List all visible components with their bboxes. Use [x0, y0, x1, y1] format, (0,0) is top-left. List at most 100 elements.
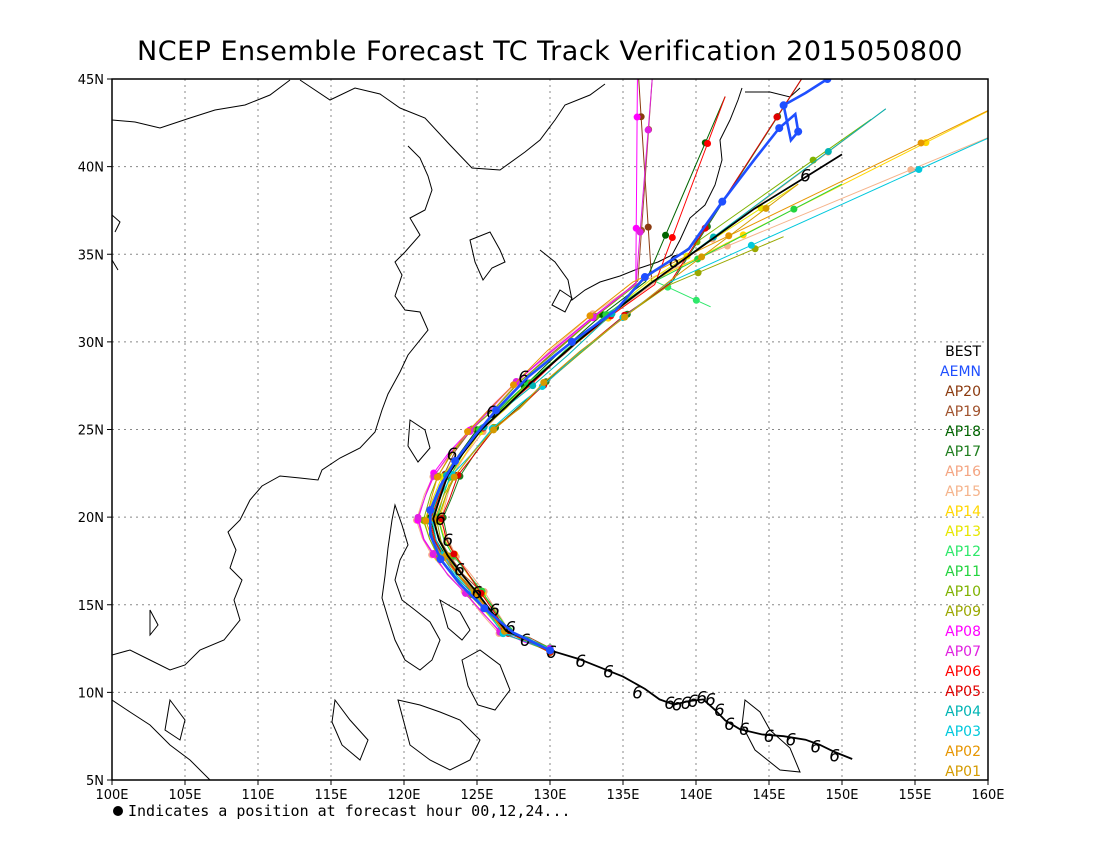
typhoon-symbol: 6 [435, 510, 446, 530]
y-tick-label: 35N [78, 248, 104, 263]
legend-item-ap19: AP19 [945, 404, 981, 420]
typhoon-symbol: 6 [486, 403, 497, 423]
typhoon-symbol: 6 [724, 715, 735, 735]
legend: BEST AEMN AP20 AP19 AP18 AP17 AP16 AP15 AP14 AP13… [940, 344, 981, 780]
track-point-ap01 [490, 426, 498, 434]
track-point-ap04 [824, 148, 832, 156]
legend-item-ap13: AP13 [945, 524, 981, 540]
track-line-ap05 [440, 79, 803, 653]
aemn-track-point [436, 555, 445, 564]
track-point-ap15 [907, 166, 915, 174]
typhoon-symbol: 6 [669, 252, 680, 272]
footnote-dot [113, 806, 123, 816]
track-point-ap09 [694, 269, 702, 277]
track-point-ap07 [636, 228, 644, 236]
y-tick-label: 10N [78, 686, 104, 701]
y-tick-label: 30N [78, 336, 104, 351]
typhoon-symbol: 6 [764, 727, 775, 747]
typhoon-symbol: 6 [632, 683, 643, 703]
aemn-track [426, 79, 832, 655]
track-point-ap02 [433, 473, 441, 481]
typhoon-symbol: 6 [680, 694, 691, 714]
track-point-ap05 [437, 515, 445, 523]
track-point-ap01 [500, 627, 508, 635]
typhoon-symbol: 6 [518, 368, 529, 388]
track-line-ap19 [431, 79, 653, 649]
y-tick-label: 20N [78, 511, 104, 526]
track-point-ap01 [540, 378, 548, 386]
y-tick-label: 15N [78, 599, 104, 614]
aemn-track-point [640, 273, 649, 282]
track-line-ap18 [429, 96, 726, 653]
track-point-ap03 [747, 241, 755, 249]
track-line-ap01 [434, 183, 799, 652]
x-tick-label: 100E [95, 788, 128, 803]
typhoon-symbol: 6 [785, 731, 796, 751]
legend-item-ap12: AP12 [945, 544, 981, 560]
track-point-ap04 [529, 382, 537, 390]
track-point-ap07 [429, 549, 437, 557]
legend-item-ap08: AP08 [945, 624, 981, 640]
track-point-ap07 [414, 513, 422, 521]
coastline-map [112, 79, 801, 780]
aemn-track-point [779, 101, 788, 110]
x-tick-label: 145E [752, 788, 785, 803]
track-point-ap01 [621, 313, 629, 321]
track-line-ap17 [442, 79, 803, 652]
typhoon-symbol: 6 [472, 583, 483, 603]
track-line-ap07 [417, 79, 653, 651]
legend-item-ap20: AP20 [945, 384, 981, 400]
x-tick-label: 155E [898, 788, 931, 803]
legend-item-ap07: AP07 [945, 644, 981, 660]
typhoon-symbol: 6 [800, 166, 811, 186]
aemn-track-point [426, 506, 435, 515]
y-tick-label: 5N [86, 774, 104, 789]
track-point-ap02 [586, 312, 594, 320]
track-point-ap12 [692, 296, 700, 304]
track-point-ap08 [633, 113, 641, 121]
aemn-track-point [794, 127, 803, 136]
typhoon-symbol: 6 [489, 601, 500, 621]
track-point-ap02 [509, 381, 517, 389]
legend-item-ap03: AP03 [945, 724, 981, 740]
grid [112, 79, 988, 780]
legend-item-ap06: AP06 [945, 664, 981, 680]
x-tick-label: 125E [460, 788, 493, 803]
x-tick-label: 105E [168, 788, 201, 803]
legend-item-ap16: AP16 [945, 464, 981, 480]
track-point-ap01 [698, 253, 706, 261]
legend-item-ap10: AP10 [945, 584, 981, 600]
legend-item-ap14: AP14 [945, 504, 981, 520]
track-line-ap11 [436, 183, 843, 649]
track-point-ap11 [790, 205, 798, 213]
y-tick-label: 40N [78, 161, 104, 176]
aemn-track-point [823, 79, 832, 83]
track-point-ap14 [739, 231, 747, 239]
typhoon-symbol: 6 [705, 690, 716, 710]
typhoon-symbol: 6 [810, 738, 821, 758]
best-track-line [432, 153, 853, 760]
aemn-track-point [491, 406, 500, 415]
typhoon-symbol: 6 [688, 692, 699, 712]
footnote: Indicates a position at forecast hour 00… [128, 802, 571, 820]
track-point-ap20 [644, 223, 652, 231]
track-point-ap05 [773, 113, 781, 121]
legend-item-ap17: AP17 [945, 444, 981, 460]
aemn-track-point [775, 124, 784, 133]
y-axis-ticks: 5N 10N 15N 20N 25N 30N 35N 40N 45N [78, 73, 112, 789]
track-point-ap07 [644, 126, 652, 134]
legend-item-ap04: AP04 [945, 704, 981, 720]
aemn-track-line [429, 79, 829, 652]
legend-item-ap18: AP18 [945, 424, 981, 440]
chart-title: NCEP Ensemble Forecast TC Track Verifica… [137, 36, 963, 67]
track-line-ap04 [428, 108, 887, 651]
aemn-track-point [546, 646, 554, 655]
track-point-ap03 [915, 165, 923, 173]
track-line-ap02 [425, 110, 988, 651]
legend-item-ap02: AP02 [945, 744, 981, 760]
legend-item-ap01: AP01 [945, 764, 981, 780]
track-point-ap02 [464, 428, 472, 436]
y-tick-label: 45N [78, 73, 104, 88]
typhoon-symbol: 6 [520, 631, 531, 651]
